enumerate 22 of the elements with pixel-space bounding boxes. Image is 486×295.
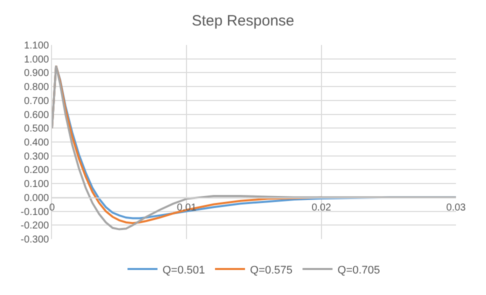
y-tick-label: 0.900 — [24, 68, 50, 80]
x-tick-label: 0 — [49, 202, 56, 214]
x-tick-label: 0.03 — [446, 202, 466, 214]
y-tick-label: 1.100 — [24, 40, 50, 52]
y-tick-label: 0.400 — [24, 138, 50, 148]
chart-title: Step Response — [192, 12, 294, 30]
y-tick-label: 0.000 — [24, 192, 50, 204]
y-tick-label: -0.200 — [20, 220, 50, 232]
y-tick-label: 1.000 — [24, 54, 50, 66]
legend-label: Q=0.705 — [338, 264, 380, 276]
y-tick-label: -0.300 — [20, 234, 50, 246]
y-tick-label: 0.300 — [24, 151, 50, 162]
y-tick-label: 0.500 — [24, 124, 50, 135]
y-tick-label: -0.100 — [20, 206, 50, 218]
legend-label: Q=0.501 — [162, 264, 206, 276]
y-tick-label: 0.700 — [24, 96, 50, 107]
y-tick-label: 0.100 — [24, 179, 50, 190]
y-tick-label: 0.200 — [24, 165, 50, 176]
x-tick-label: 0.02 — [312, 202, 332, 214]
y-tick-label: 0.800 — [24, 82, 50, 94]
y-tick-label: 0.600 — [24, 110, 50, 121]
legend-label: Q=0.575 — [250, 264, 293, 276]
